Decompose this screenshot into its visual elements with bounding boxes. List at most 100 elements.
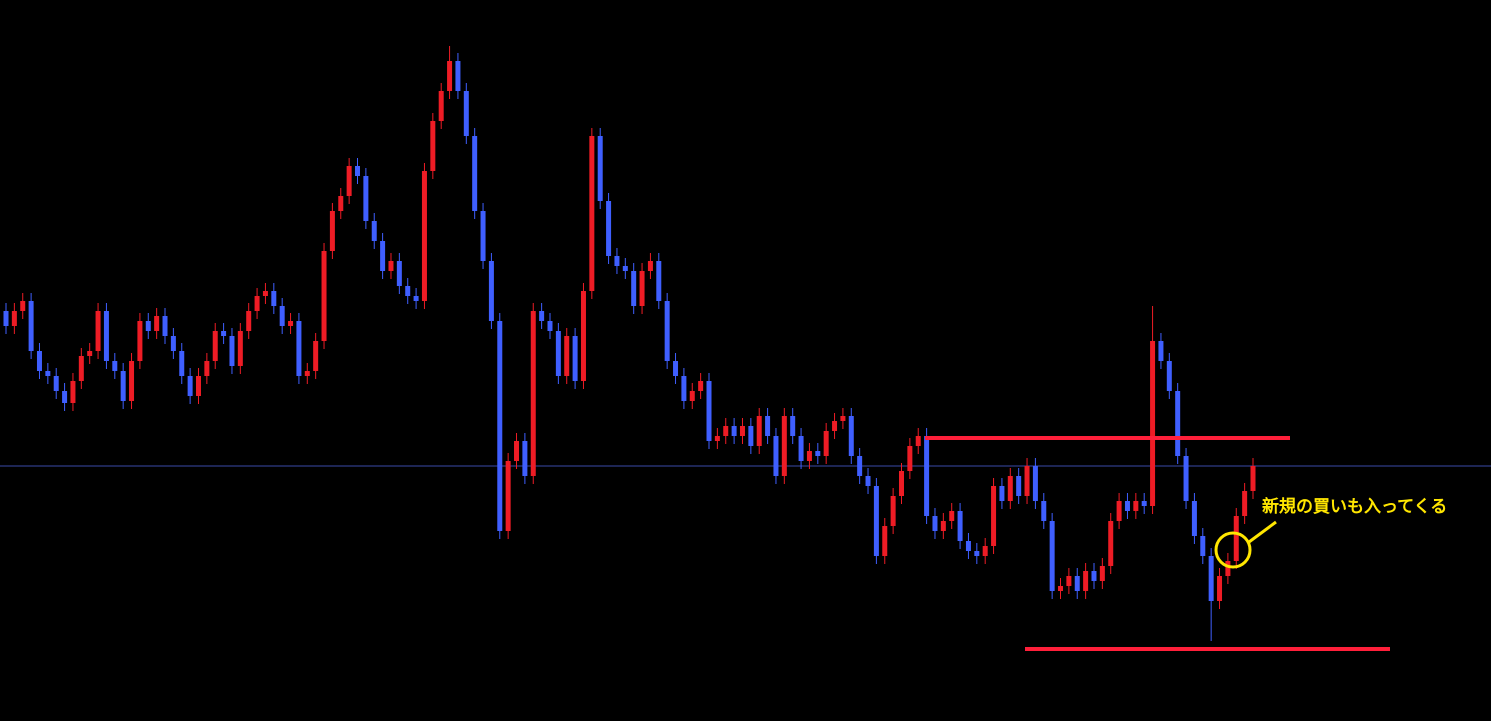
candle-body bbox=[355, 166, 361, 176]
candle-body bbox=[463, 91, 469, 136]
candle-body bbox=[1225, 561, 1231, 576]
candle-body bbox=[974, 551, 980, 556]
candle-body bbox=[572, 336, 578, 381]
candle-body bbox=[1150, 341, 1156, 506]
candle-body bbox=[480, 211, 486, 261]
candle-body bbox=[731, 426, 737, 436]
candle-body bbox=[321, 251, 327, 341]
candle-body bbox=[1108, 521, 1114, 566]
candle-body bbox=[1124, 501, 1130, 511]
candle-body bbox=[1074, 576, 1080, 591]
candle-body bbox=[187, 376, 193, 396]
candle-body bbox=[597, 136, 603, 201]
candle-body bbox=[589, 136, 595, 291]
candle-body bbox=[505, 461, 511, 531]
candle-body bbox=[991, 486, 997, 546]
candle-body bbox=[3, 311, 9, 326]
candle-body bbox=[329, 211, 335, 251]
candle-body bbox=[11, 311, 17, 326]
candle-body bbox=[673, 361, 679, 376]
candle-body bbox=[120, 371, 126, 401]
candle-body bbox=[1016, 476, 1022, 496]
candle-body bbox=[179, 351, 185, 376]
candle-body bbox=[1091, 571, 1097, 581]
candle-body bbox=[1183, 456, 1189, 501]
candle-body bbox=[154, 316, 160, 331]
candle-body bbox=[162, 316, 168, 336]
candle-body bbox=[1233, 516, 1239, 561]
candle-body bbox=[639, 271, 645, 306]
candle-body bbox=[221, 331, 227, 336]
candle-body bbox=[781, 416, 787, 476]
candle-body bbox=[1032, 466, 1038, 501]
candle-body bbox=[36, 351, 42, 371]
candle-body bbox=[396, 261, 402, 286]
candle-body bbox=[129, 361, 135, 401]
candle-body bbox=[890, 496, 896, 526]
candle-body bbox=[823, 431, 829, 456]
candles bbox=[3, 46, 1256, 641]
candle-body bbox=[631, 271, 637, 306]
candle-body bbox=[288, 321, 294, 326]
candle-body bbox=[622, 266, 628, 271]
candle-body bbox=[87, 351, 93, 356]
candle-body bbox=[304, 371, 310, 376]
candle-body bbox=[1242, 491, 1248, 516]
candle-body bbox=[798, 436, 804, 461]
candle-body bbox=[262, 291, 268, 296]
candle-body bbox=[380, 241, 386, 271]
candle-body bbox=[1250, 466, 1256, 491]
candle-body bbox=[965, 541, 971, 551]
candle-body bbox=[857, 456, 863, 476]
candle-body bbox=[840, 416, 846, 421]
candle-body bbox=[413, 296, 419, 301]
candle-body bbox=[45, 371, 51, 376]
candle-body bbox=[296, 321, 302, 376]
candle-body bbox=[882, 526, 888, 556]
candle-body bbox=[70, 381, 76, 403]
candle-body bbox=[1141, 501, 1147, 506]
candle-body bbox=[514, 441, 520, 461]
candle-body bbox=[614, 256, 620, 266]
candle-body bbox=[488, 261, 494, 321]
candle-body bbox=[1066, 576, 1072, 586]
candle-body bbox=[1166, 361, 1172, 391]
candle-body bbox=[229, 336, 235, 366]
candle-body bbox=[363, 176, 369, 221]
candle-body bbox=[388, 261, 394, 271]
candle-body bbox=[95, 311, 101, 351]
candle-body bbox=[1083, 571, 1089, 591]
candle-body bbox=[924, 436, 930, 516]
candle-body bbox=[1116, 501, 1122, 521]
candle-body bbox=[405, 286, 411, 296]
candle-body bbox=[940, 521, 946, 531]
candle-body bbox=[806, 451, 812, 461]
candle-body bbox=[865, 476, 871, 486]
candle-body bbox=[748, 426, 754, 446]
candle-body bbox=[338, 196, 344, 211]
candle-body bbox=[773, 436, 779, 476]
candle-body bbox=[472, 136, 478, 211]
candle-body bbox=[313, 341, 319, 371]
candle-body bbox=[790, 416, 796, 436]
candle-body bbox=[271, 291, 277, 306]
candle-body bbox=[949, 511, 955, 521]
candle-body bbox=[438, 91, 444, 121]
candle-body bbox=[145, 321, 151, 331]
candle-body bbox=[1208, 556, 1214, 601]
candle-body bbox=[195, 376, 201, 396]
candle-body bbox=[873, 486, 879, 556]
candle-body bbox=[555, 331, 561, 376]
candle-body bbox=[237, 331, 243, 366]
candle-body bbox=[907, 446, 913, 471]
candle-body bbox=[698, 381, 704, 391]
candle-body bbox=[999, 486, 1005, 501]
candle-body bbox=[580, 291, 586, 381]
candle-body bbox=[78, 356, 84, 381]
candle-body bbox=[848, 416, 854, 456]
candle-body bbox=[1007, 476, 1013, 501]
candle-body bbox=[739, 426, 745, 436]
candle-body bbox=[982, 546, 988, 556]
candle-body bbox=[20, 301, 26, 311]
